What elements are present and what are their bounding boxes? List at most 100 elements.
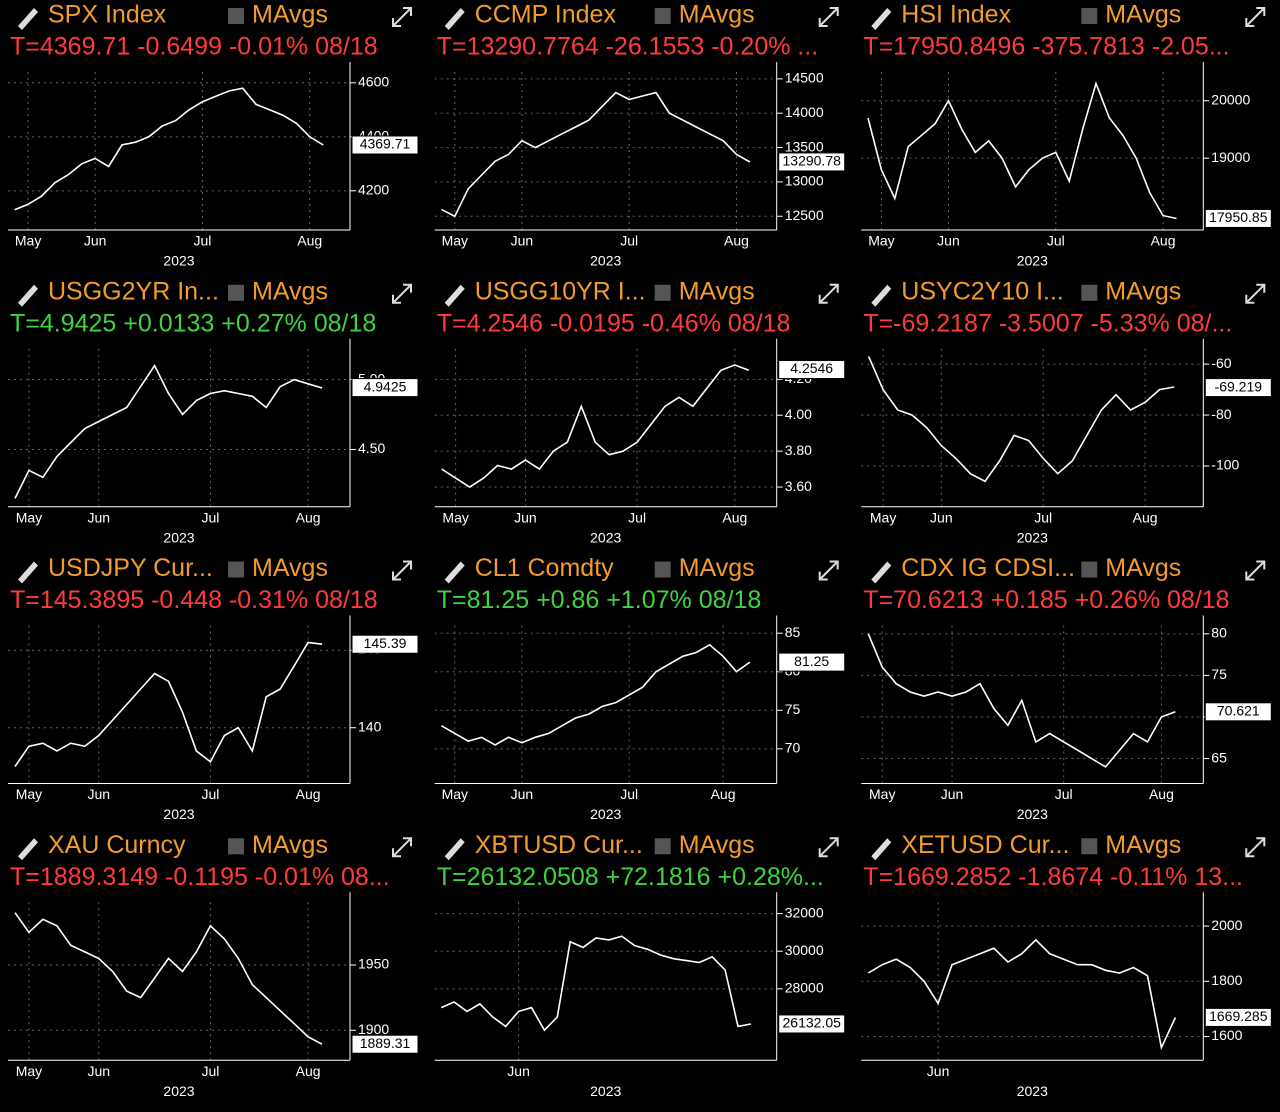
- pencil-icon[interactable]: [871, 284, 892, 307]
- x-tick-label: Jul: [620, 233, 638, 249]
- expand-icon[interactable]: [818, 560, 839, 581]
- last-price-label: 26132.05: [782, 1015, 841, 1031]
- price-line: [14, 87, 324, 211]
- y-tick-label: 75: [785, 701, 801, 717]
- panel: HSI Index MAvgs T=17950.8496 -375.7813 -2.…: [861, 1, 1272, 269]
- x-tick-label: Jun: [87, 786, 110, 802]
- y-tick-label: 32000: [785, 904, 824, 920]
- ticker: XETUSD Cur...: [901, 831, 1069, 859]
- x-tick-label: May: [868, 233, 894, 249]
- expand-icon[interactable]: [1245, 7, 1266, 27]
- x-axis-label: 2023: [590, 253, 621, 269]
- x-tick-label: May: [870, 510, 896, 526]
- x-tick-label: Aug: [711, 786, 736, 802]
- price-line: [14, 912, 323, 1045]
- x-axis-label: 2023: [163, 253, 194, 269]
- pencil-icon[interactable]: [871, 8, 892, 30]
- x-tick-label: Jun: [84, 233, 107, 249]
- last-price-label: 4.9425: [364, 378, 407, 394]
- y-tick-label: 1900: [358, 1021, 389, 1037]
- mavgs-checkbox[interactable]: [1081, 561, 1098, 578]
- panel: XETUSD Cur... MAvgs T=1669.2852 -1.8674 -0…: [861, 831, 1272, 1099]
- mavgs-checkbox[interactable]: [228, 8, 244, 24]
- pencil-icon[interactable]: [871, 838, 892, 861]
- pencil-icon[interactable]: [444, 838, 465, 861]
- ticker: HSI Index: [901, 1, 1011, 29]
- pencil-icon[interactable]: [18, 284, 38, 307]
- mavgs-checkbox[interactable]: [1081, 284, 1098, 301]
- mavgs-checkbox[interactable]: [654, 8, 671, 24]
- panel: SPX Index MAvgs T=4369.71 -0.6499 -0.01% 0…: [8, 1, 419, 269]
- last-price-label: 1669.285: [1209, 1008, 1268, 1024]
- expand-icon[interactable]: [818, 837, 839, 858]
- mavgs-checkbox[interactable]: [228, 284, 244, 301]
- ticker: CCMP Index: [475, 1, 617, 29]
- quote: T=4.9425 +0.0133 +0.27% 08/18: [10, 309, 376, 337]
- mavgs-checkbox[interactable]: [654, 838, 671, 855]
- x-tick-label: Aug: [297, 233, 322, 249]
- y-tick-label: 80: [1211, 625, 1227, 641]
- y-tick-label: 19000: [1211, 149, 1250, 165]
- x-tick-label: Jul: [628, 510, 646, 526]
- x-tick-label: Jun: [507, 1063, 530, 1079]
- x-tick-label: Jul: [620, 786, 638, 802]
- x-tick-label: Jul: [201, 1063, 219, 1079]
- pencil-icon[interactable]: [18, 561, 38, 584]
- mavgs-checkbox[interactable]: [1081, 838, 1098, 855]
- x-tick-label: Jun: [927, 1063, 950, 1079]
- price-line: [441, 364, 750, 489]
- x-tick-label: Jun: [511, 233, 534, 249]
- pencil-icon[interactable]: [444, 8, 465, 30]
- x-tick-label: Jul: [194, 233, 212, 249]
- x-axis-label: 2023: [590, 806, 621, 822]
- ticker: CDX IG CDSI...: [901, 554, 1075, 582]
- x-axis-label: 2023: [590, 1083, 621, 1099]
- mavgs-checkbox[interactable]: [228, 838, 244, 855]
- x-tick-label: May: [442, 233, 468, 249]
- x-tick-label: Jul: [201, 510, 219, 526]
- y-tick-label: 65: [1211, 749, 1227, 765]
- mavgs-label: MAvgs: [252, 1, 328, 29]
- y-tick-label: 28000: [785, 980, 824, 996]
- pencil-icon[interactable]: [18, 838, 38, 861]
- mavgs-checkbox[interactable]: [654, 561, 671, 578]
- quote: T=1669.2852 -1.8674 -0.11% 13...: [863, 863, 1243, 891]
- expand-icon[interactable]: [392, 837, 412, 858]
- panel: USGG2YR In... MAvgs T=4.9425 +0.0133 +0.27…: [8, 277, 419, 546]
- last-price-box: [778, 152, 846, 172]
- last-price-box: [1204, 378, 1272, 398]
- mavgs-label: MAvgs: [1105, 831, 1181, 859]
- last-price-box: [778, 1014, 846, 1034]
- y-tick-label: 20000: [1211, 91, 1250, 107]
- pencil-icon[interactable]: [871, 561, 892, 584]
- price-line: [867, 938, 1177, 1051]
- expand-icon[interactable]: [392, 560, 412, 581]
- y-tick-label: 1600: [1211, 1027, 1242, 1043]
- x-tick-label: May: [16, 510, 42, 526]
- x-tick-label: Aug: [1151, 233, 1176, 249]
- x-tick-label: Jun: [941, 786, 964, 802]
- x-tick-label: May: [442, 786, 468, 802]
- expand-icon[interactable]: [392, 283, 412, 304]
- pencil-icon[interactable]: [18, 8, 38, 30]
- y-tick-label: 1800: [1211, 972, 1242, 988]
- expand-icon[interactable]: [818, 283, 839, 304]
- expand-icon[interactable]: [818, 7, 839, 27]
- expand-icon[interactable]: [1245, 837, 1266, 858]
- expand-icon[interactable]: [1245, 283, 1266, 304]
- expand-icon[interactable]: [392, 7, 412, 27]
- mavgs-checkbox[interactable]: [654, 284, 671, 301]
- panel: CL1 Comdty MAvgs T=81.25 +0.86 +1.07% 08/1…: [434, 554, 846, 822]
- pencil-icon[interactable]: [444, 561, 465, 584]
- x-tick-label: Aug: [722, 510, 747, 526]
- x-tick-label: Aug: [296, 786, 321, 802]
- quote: T=26132.0508 +72.1816 +0.28%...: [437, 863, 824, 891]
- y-tick-label: -60: [1211, 355, 1231, 371]
- last-price-label: 145.39: [364, 635, 407, 651]
- last-price-label: 13290.78: [782, 153, 841, 169]
- x-tick-label: Jul: [201, 786, 219, 802]
- mavgs-checkbox[interactable]: [1081, 8, 1098, 24]
- expand-icon[interactable]: [1245, 560, 1266, 581]
- pencil-icon[interactable]: [444, 284, 465, 307]
- mavgs-checkbox[interactable]: [228, 561, 244, 578]
